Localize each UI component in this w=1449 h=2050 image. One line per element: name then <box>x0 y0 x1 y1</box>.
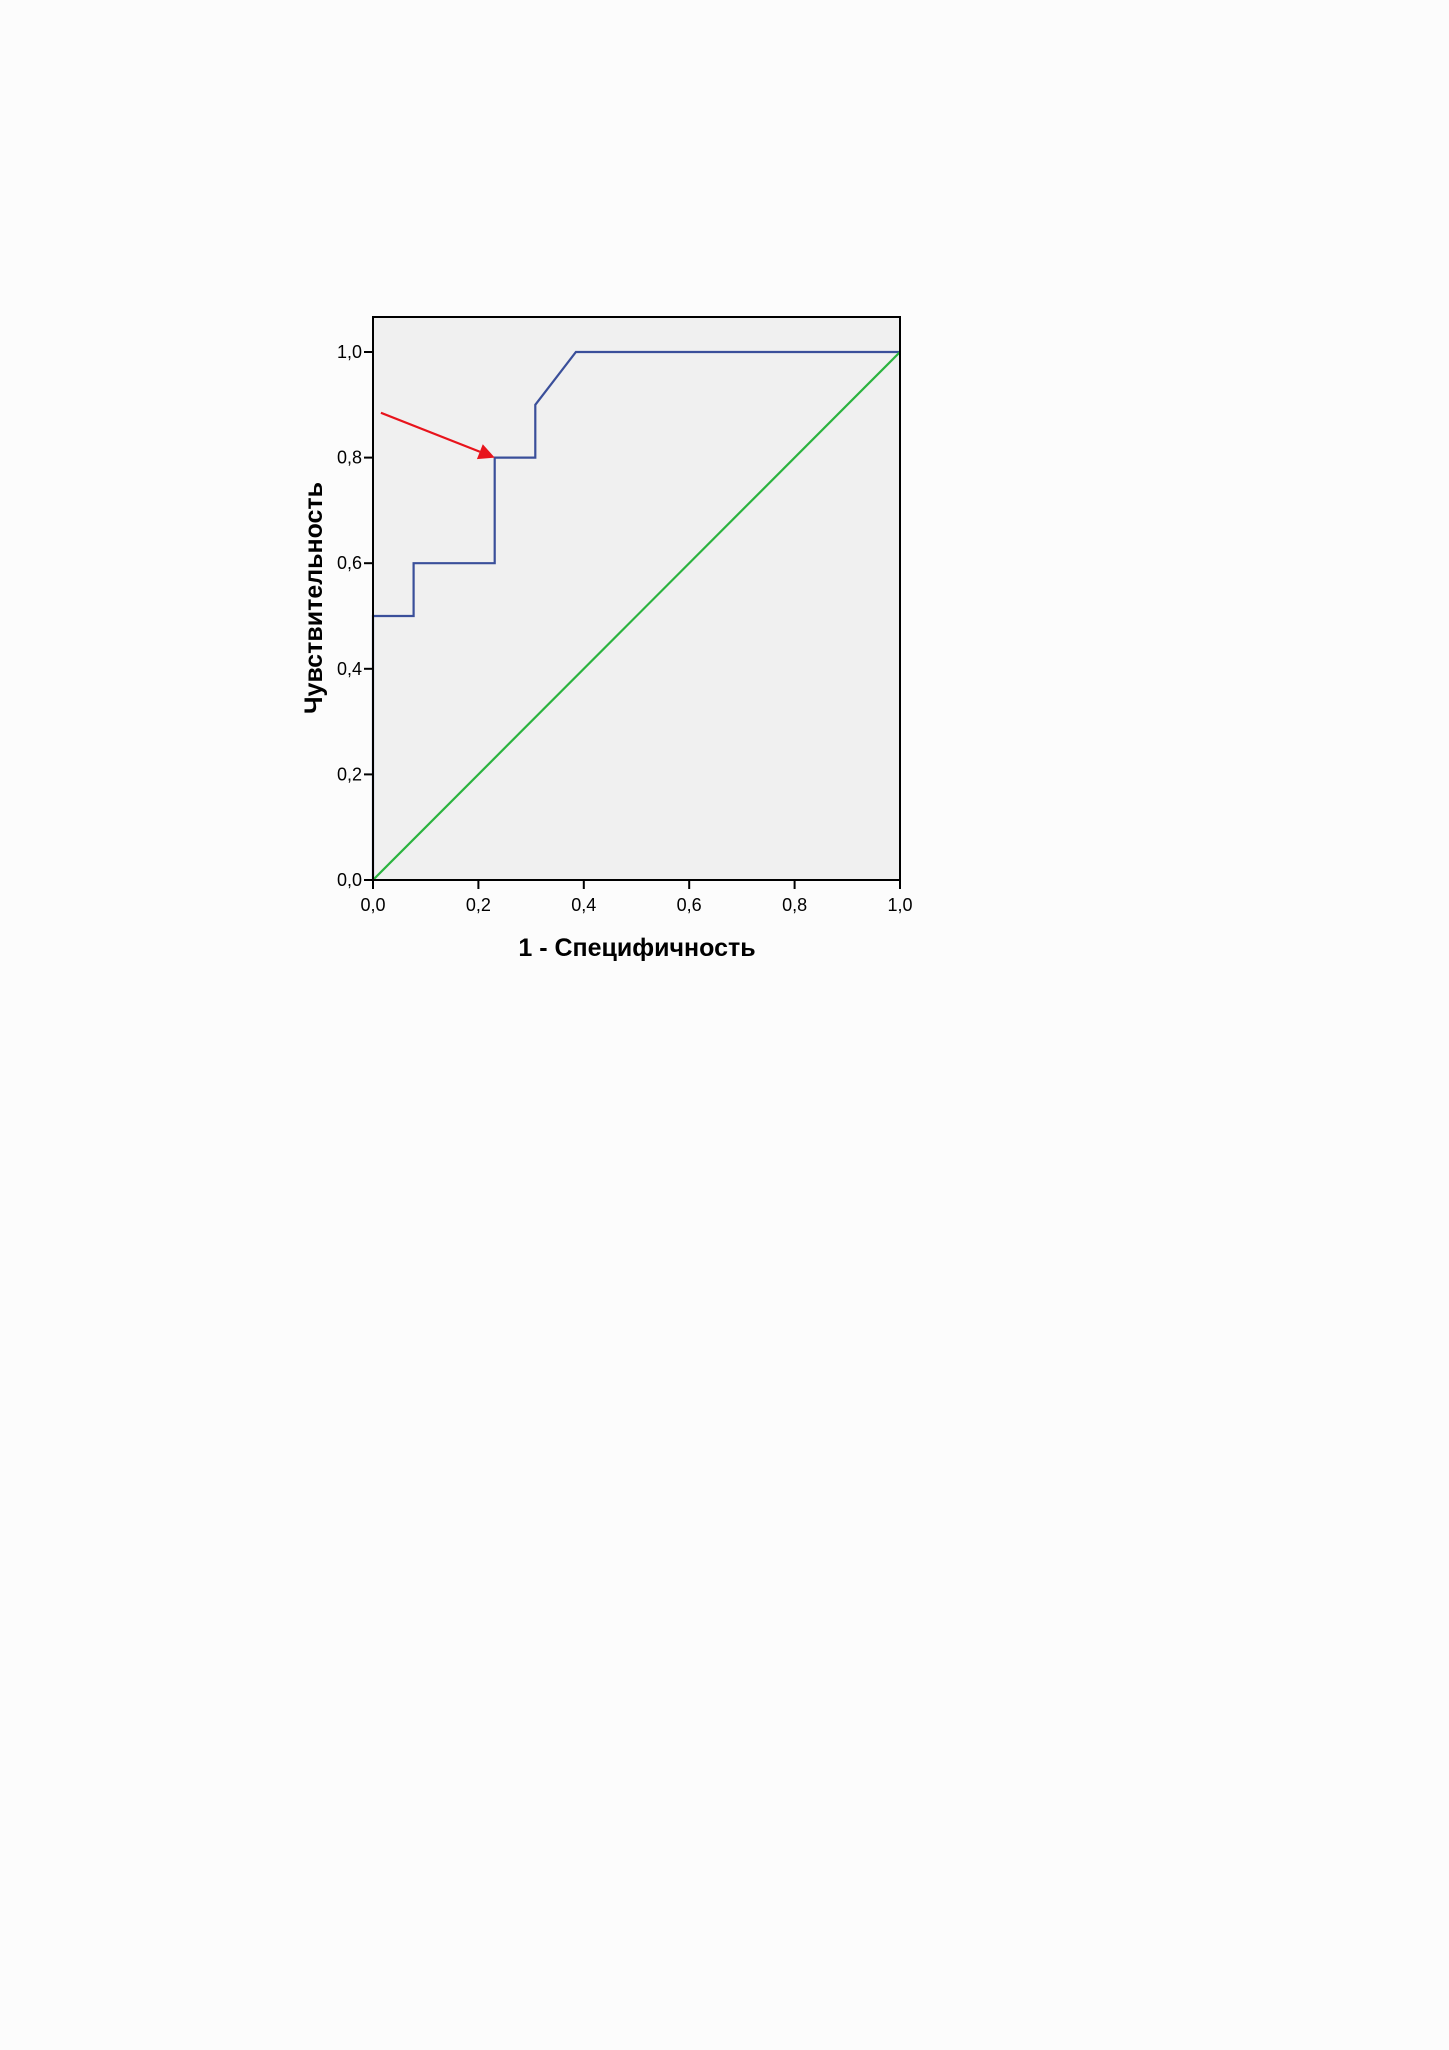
y-axis-title: Чувствительность <box>300 482 328 714</box>
x-tick-label: 0,8 <box>782 895 807 915</box>
x-tick-label: 0,2 <box>466 895 491 915</box>
x-tick-label: 0,0 <box>360 895 385 915</box>
roc-curve-line <box>371 350 900 880</box>
x-tick-label: 0,4 <box>571 895 596 915</box>
annotation-arrow-head <box>476 444 495 460</box>
y-tick-label: 0,4 <box>337 659 362 679</box>
curve-layer <box>371 350 901 881</box>
y-tick-label: 1,0 <box>337 342 362 362</box>
y-tick-label: 0,8 <box>337 448 362 468</box>
x-axis-ticks: 0,0 0,2 0,4 0,6 0,8 1,0 <box>360 880 913 915</box>
y-axis-ticks: 0,0 0,2 0,4 0,6 0,8 1,0 <box>337 342 373 890</box>
x-tick-label: 0,6 <box>677 895 702 915</box>
x-tick-label: 1,0 <box>887 895 912 915</box>
y-tick-label: 0,0 <box>337 870 362 890</box>
x-axis-title: 1 - Специфичность <box>518 934 755 962</box>
plot-frame <box>372 316 901 881</box>
y-tick-label: 0,6 <box>337 553 362 573</box>
reference-diagonal-line <box>372 351 901 881</box>
annotation-arrow-line <box>380 411 481 453</box>
plot-background <box>373 317 900 880</box>
y-tick-label: 0,2 <box>337 764 362 784</box>
